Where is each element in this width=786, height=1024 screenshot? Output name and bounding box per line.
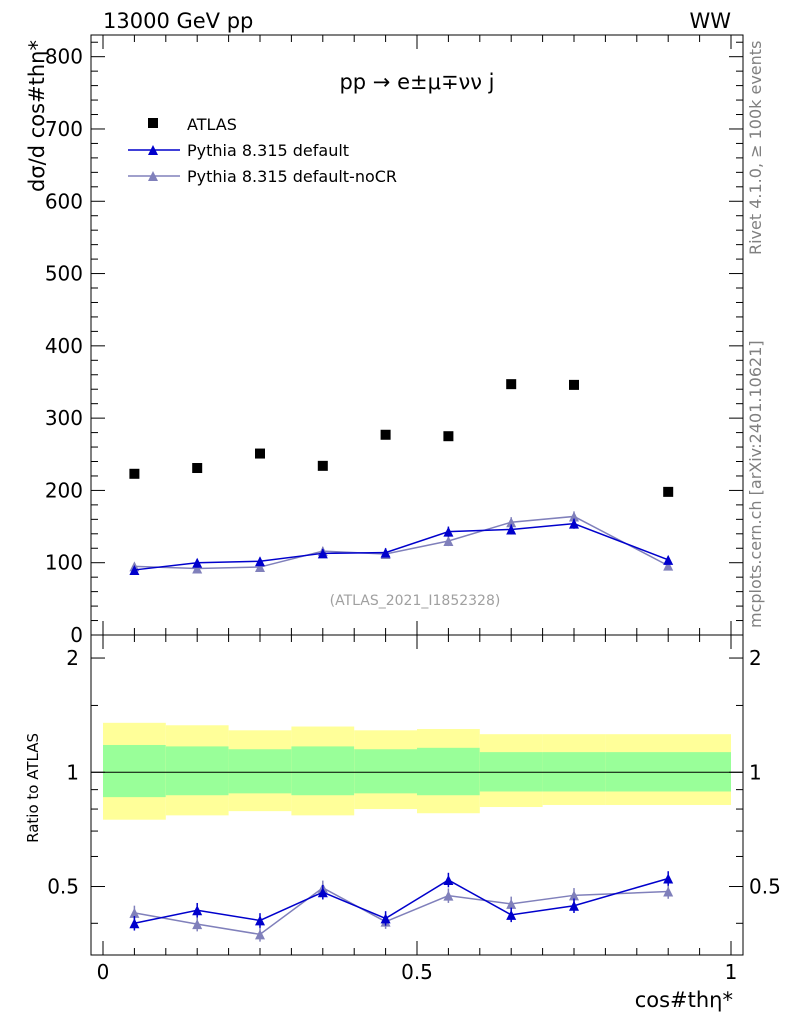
process-label: pp → e±μ∓νν j	[339, 70, 494, 94]
ratio-point-default	[663, 873, 674, 884]
ratio-y-tick-label-left: 1	[66, 760, 79, 784]
point-default	[506, 524, 517, 535]
point-atlas	[506, 379, 517, 390]
series-line-default	[134, 522, 669, 571]
legend-label-atlas: ATLAS	[187, 115, 237, 134]
main-y-tick-label: 500	[45, 262, 83, 286]
legend-label-nocr: Pythia 8.315 default-noCR	[187, 167, 397, 186]
ratio-point-nocr	[569, 890, 579, 901]
y-axis-label-main: dσ/d cos#thη*	[25, 40, 49, 192]
ratio-y-tick-label-right: 1	[749, 760, 762, 784]
ratio-y-tick-label-right: 2	[749, 646, 762, 670]
main-y-tick-label: 100	[45, 551, 83, 575]
ratio-point-nocr	[129, 907, 140, 918]
ratio-point-nocr	[663, 886, 674, 897]
rivet-label: Rivet 4.1.0, ≥ 100k events	[746, 41, 765, 255]
point-default	[255, 556, 265, 567]
point-nocr	[443, 536, 454, 547]
x-tick-label: 1	[725, 960, 738, 984]
point-nocr	[569, 511, 579, 522]
ratio-plot-series	[129, 871, 674, 942]
main-y-tick-label: 400	[45, 334, 83, 358]
point-atlas	[317, 460, 328, 471]
main-y-tick-label: 300	[45, 406, 83, 430]
main-y-tick-label: 800	[45, 45, 83, 69]
legend-marker-default	[148, 145, 158, 155]
point-atlas	[663, 486, 674, 497]
point-atlas	[569, 379, 579, 390]
ratio-point-default	[317, 887, 328, 898]
ratio-point-nocr	[443, 890, 454, 901]
ratio-point-nocr	[255, 929, 265, 940]
point-atlas	[192, 463, 203, 474]
point-atlas	[380, 429, 391, 440]
ratio-point-default	[129, 918, 140, 929]
ratio-point-default	[506, 909, 517, 920]
ratio-band-inner	[165, 746, 229, 796]
ratio-band-inner	[228, 749, 292, 794]
point-default	[569, 518, 579, 529]
ratio-point-default	[380, 913, 391, 924]
ratio-line-default	[134, 877, 669, 925]
ratio-band-inner	[417, 747, 480, 796]
legend-marker-nocr	[148, 171, 158, 181]
ratio-y-tick-label-left: 0.5	[47, 875, 79, 899]
ratio-point-default	[569, 900, 579, 911]
point-nocr	[192, 563, 203, 574]
main-plot-series	[129, 379, 674, 575]
ratio-band-inner	[291, 746, 355, 796]
point-default	[443, 526, 454, 537]
point-default	[192, 557, 203, 568]
y-axis-label-ratio: Ratio to ATLAS	[24, 733, 42, 843]
mcplots-label: mcplots.cern.ch [arXiv:2401.10621]	[746, 340, 765, 628]
point-atlas	[443, 431, 454, 442]
ratio-point-default	[255, 915, 265, 926]
x-tick-label: 0.5	[401, 960, 433, 984]
ratio-point-default	[192, 905, 203, 916]
x-axis-label: cos#thη*	[635, 988, 733, 1012]
main-y-tick-label: 200	[45, 478, 83, 502]
x-tick-label: 0	[97, 960, 110, 984]
point-default	[129, 564, 140, 575]
ratio-point-nocr	[506, 898, 517, 909]
point-default	[663, 554, 674, 565]
ratio-band-inner	[354, 749, 417, 794]
main-plot-frame: 0 100 200 300 400 500 600 700 800	[45, 34, 744, 647]
point-nocr	[663, 560, 674, 571]
main-y-tick-label: 700	[45, 117, 83, 141]
point-atlas	[255, 448, 265, 459]
ratio-plot-frame: 0 0.5 1 0.5 0.5 1 1 2 2	[47, 35, 781, 984]
legend-marker-atlas	[148, 118, 158, 128]
analysis-label: (ATLAS_2021_I1852328)	[330, 593, 501, 609]
series-line-nocr	[134, 515, 669, 570]
main-y-tick-label: 600	[45, 189, 83, 213]
ratio-point-nocr	[192, 919, 203, 930]
legend: ATLAS Pythia 8.315 default Pythia 8.315 …	[128, 115, 397, 186]
point-nocr	[506, 517, 517, 528]
ratio-y-tick-label-left: 2	[66, 646, 79, 670]
point-default	[317, 548, 328, 559]
process-tag: WW	[689, 9, 731, 33]
ratio-band-inner	[103, 744, 166, 798]
ratio-line-nocr	[134, 886, 669, 936]
ratio-uncertainty-bands	[103, 722, 731, 820]
point-nocr	[255, 562, 265, 573]
point-default	[380, 547, 391, 558]
legend-label-default: Pythia 8.315 default	[187, 141, 349, 160]
ratio-y-tick-label-right: 0.5	[749, 875, 781, 899]
main-y-tick-label: 0	[70, 623, 83, 647]
point-atlas	[129, 468, 140, 479]
ratio-series-clipped	[129, 871, 674, 942]
ratio-point-default	[443, 875, 454, 886]
energy-label: 13000 GeV pp	[103, 9, 253, 33]
